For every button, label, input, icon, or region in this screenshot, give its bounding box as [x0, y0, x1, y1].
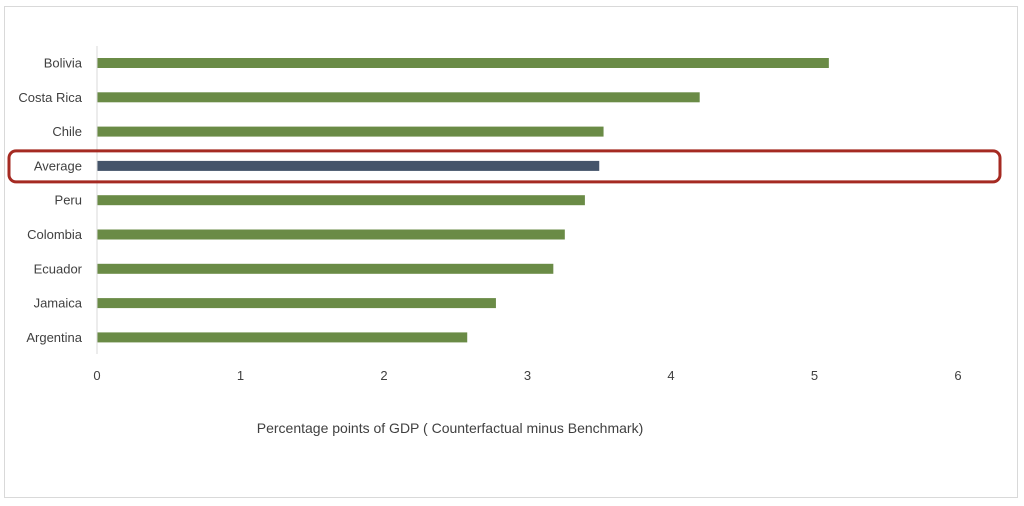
bar-jamaica [97, 298, 496, 309]
bar-peru [97, 195, 585, 206]
x-tick-label: 3 [524, 368, 531, 383]
category-labels: Bolivia Costa Rica Chile Average Peru Colombi… [18, 56, 82, 345]
category-label: Ecuador [34, 261, 83, 276]
bar-ecuador [97, 263, 554, 274]
category-label: Argentina [26, 330, 82, 345]
category-label: Bolivia [44, 56, 83, 71]
bars-layer [97, 58, 829, 343]
average-highlight-box [7, 149, 1002, 184]
x-tick-label: 5 [811, 368, 818, 383]
x-tick-label: 1 [237, 368, 244, 383]
x-tick-label: 4 [667, 368, 674, 383]
category-label: Costa Rica [18, 90, 82, 105]
bar-argentina [97, 332, 468, 343]
x-tick-labels: 0 1 2 3 4 5 6 [93, 368, 961, 383]
category-label: Peru [55, 193, 82, 208]
chart-frame [4, 6, 1018, 498]
bar-colombia [97, 229, 565, 240]
category-label: Average [34, 158, 82, 173]
bar-chile [97, 126, 604, 137]
category-label: Jamaica [34, 296, 83, 311]
category-label: Colombia [27, 227, 83, 242]
bar-bolivia [97, 58, 829, 68]
bar-costa-rica [97, 92, 700, 103]
category-label: Chile [52, 124, 82, 139]
x-tick-label: 6 [954, 368, 961, 383]
x-axis-title: Percentage points of GDP ( Counterfactua… [257, 420, 643, 436]
x-tick-label: 0 [93, 368, 100, 383]
bar-average [97, 160, 600, 171]
x-tick-label: 2 [380, 368, 387, 383]
